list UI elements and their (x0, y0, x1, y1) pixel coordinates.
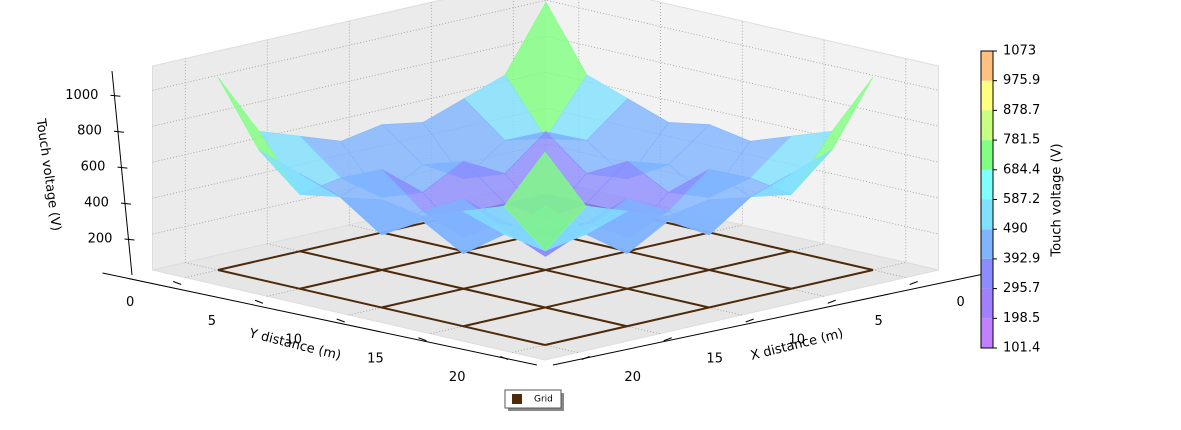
z-tick-label: 200 (88, 232, 113, 247)
y-tick (500, 356, 509, 360)
grid-conductor (299, 250, 628, 328)
colorbar-band (981, 80, 993, 111)
z-tick (110, 94, 121, 97)
grid-line (184, 58, 578, 353)
colorbar-tick-label: 1073 (1003, 44, 1036, 59)
grid-line (152, 71, 939, 163)
surface-patch (503, 151, 587, 252)
y-tick (173, 281, 182, 285)
colorbar-tick-label: 587.2 (1003, 192, 1040, 207)
colorbar-band (981, 318, 993, 348)
colorbar-band (981, 258, 993, 289)
x-tick (581, 356, 590, 360)
grid-line (152, 35, 939, 127)
x-tick (827, 299, 836, 304)
x-tick (745, 318, 754, 323)
y-tick-label: 20 (449, 370, 466, 385)
z-tick (113, 130, 124, 133)
colorbar-tick-label: 392.9 (1003, 251, 1040, 266)
x-axis-line (552, 272, 989, 366)
y-tick-label: 5 (208, 314, 216, 329)
grid-line (152, 143, 939, 235)
z-tick-label: 600 (81, 160, 106, 175)
y-tick (418, 337, 427, 342)
z-axis-line (111, 70, 133, 276)
x-tick (909, 281, 918, 285)
grid-conductor (463, 250, 792, 328)
y-tick-label: 10 (285, 333, 302, 348)
legend-label: Grid (534, 395, 553, 405)
z-tick (124, 238, 135, 241)
y-tick (254, 299, 264, 304)
colorbar-band (981, 288, 993, 319)
x-tick-label: 15 (706, 351, 723, 366)
z-tick (117, 166, 128, 169)
colorbar-band (981, 229, 993, 259)
colorbar-tick-label: 975.9 (1003, 73, 1040, 88)
x-tick-label: 10 (788, 333, 805, 348)
colorbar-band (981, 110, 993, 141)
colorbar-tick-label: 101.4 (1003, 341, 1040, 356)
x-tick-label: 0 (957, 295, 965, 310)
colorbar-band (981, 140, 993, 170)
grid-line (348, 21, 742, 316)
colorbar-label: Touch voltage (V) (1050, 143, 1065, 257)
y-axis-line (102, 272, 538, 366)
colorbar-tick-label: 198.5 (1003, 311, 1040, 326)
grid-conductor (217, 269, 546, 346)
colorbar-band (981, 51, 993, 81)
z-axis-label: Touch voltage (V) (33, 117, 64, 232)
colorbar-tick-label: 878.7 (1003, 103, 1040, 118)
x-tick (663, 337, 672, 342)
z-tick-label: 400 (84, 196, 109, 211)
y-tick (336, 318, 345, 323)
y-tick-label: 15 (367, 351, 384, 366)
x-tick-label: 5 (875, 314, 883, 329)
colorbar-tick-label: 295.7 (1003, 281, 1040, 296)
colorbar-tick-label: 684.4 (1003, 162, 1040, 177)
grid-line (152, 0, 939, 91)
colorbar-tick-label: 781.5 (1003, 133, 1040, 148)
grid-conductor (381, 231, 710, 309)
grid-line (266, 39, 660, 335)
z-tick-label: 800 (77, 124, 102, 139)
y-tick-label: 0 (126, 295, 134, 310)
grid-conductor (544, 269, 874, 346)
x-tick-label: 20 (624, 370, 641, 385)
z-tick-label: 1000 (65, 88, 98, 103)
colorbar-band (981, 199, 993, 230)
legend-swatch (512, 394, 522, 404)
colorbar-tick-label: 490 (1003, 222, 1028, 237)
z-tick (120, 202, 132, 205)
colorbar-band (981, 169, 993, 200)
